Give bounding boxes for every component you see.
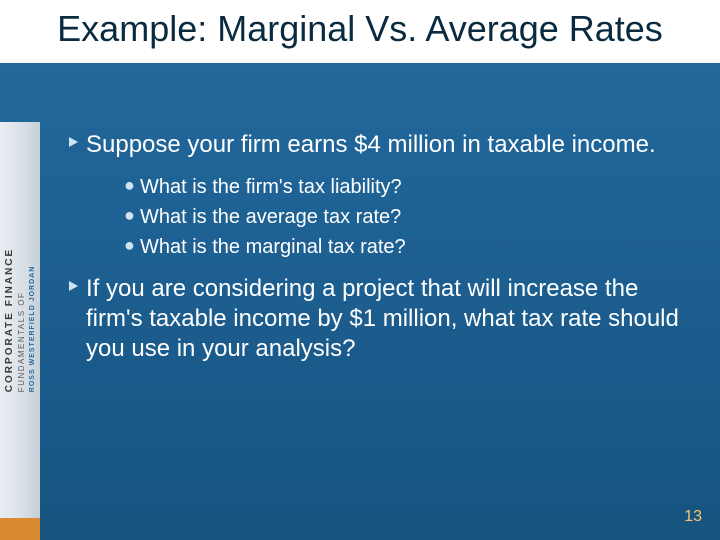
arrow-icon [68,274,86,292]
spine-authors: ROSS WESTERFIELD JORDAN [29,248,36,392]
dot-icon: ● [124,204,140,227]
bullet-level2: ● What is the average tax rate? [124,204,690,230]
dot-icon: ● [124,234,140,257]
bullet-text: Suppose your firm earns $4 million in ta… [86,130,656,160]
title-band: Example: Marginal Vs. Average Rates [0,0,720,63]
sub-bullet-text: What is the firm's tax liability? [140,174,402,200]
content-area: Suppose your firm earns $4 million in ta… [68,130,690,378]
spine-accent [0,518,40,540]
arrow-icon [68,130,86,148]
bullet-level2: ● What is the firm's tax liability? [124,174,690,200]
sub-bullet-text: What is the marginal tax rate? [140,234,406,260]
spine-text: CORPORATE FINANCE FUNDAMENTALS OF ROSS W… [4,248,36,392]
spine-line2: CORPORATE FINANCE [4,248,15,392]
slide-title: Example: Marginal Vs. Average Rates [20,8,700,49]
bullet-level1: Suppose your firm earns $4 million in ta… [68,130,690,160]
bullet-level2: ● What is the marginal tax rate? [124,234,690,260]
sub-bullet-text: What is the average tax rate? [140,204,401,230]
bullet-text: If you are considering a project that wi… [86,274,690,364]
page-number: 13 [684,508,702,526]
bullet-level1: If you are considering a project that wi… [68,274,690,364]
slide: Example: Marginal Vs. Average Rates CORP… [0,0,720,540]
spine-line1: FUNDAMENTALS OF [17,248,26,392]
book-spine: CORPORATE FINANCE FUNDAMENTALS OF ROSS W… [0,122,40,518]
dot-icon: ● [124,174,140,197]
sub-bullet-list: ● What is the firm's tax liability? ● Wh… [124,174,690,260]
